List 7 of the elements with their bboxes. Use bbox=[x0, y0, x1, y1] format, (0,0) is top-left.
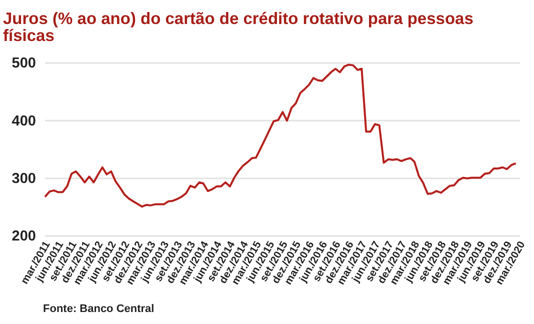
y-tick-label: 500 bbox=[12, 56, 36, 72]
y-tick-label: 300 bbox=[12, 170, 36, 187]
line-series bbox=[44, 64, 517, 208]
chart-title: Juros (% ao ano) do cartão de crédito rotativo para pessoas físicas bbox=[3, 10, 474, 45]
y-tick-label: 200 bbox=[12, 228, 36, 245]
y-tick-label: 400 bbox=[12, 113, 36, 130]
source-note: Fonte: Banco Central bbox=[43, 303, 154, 315]
